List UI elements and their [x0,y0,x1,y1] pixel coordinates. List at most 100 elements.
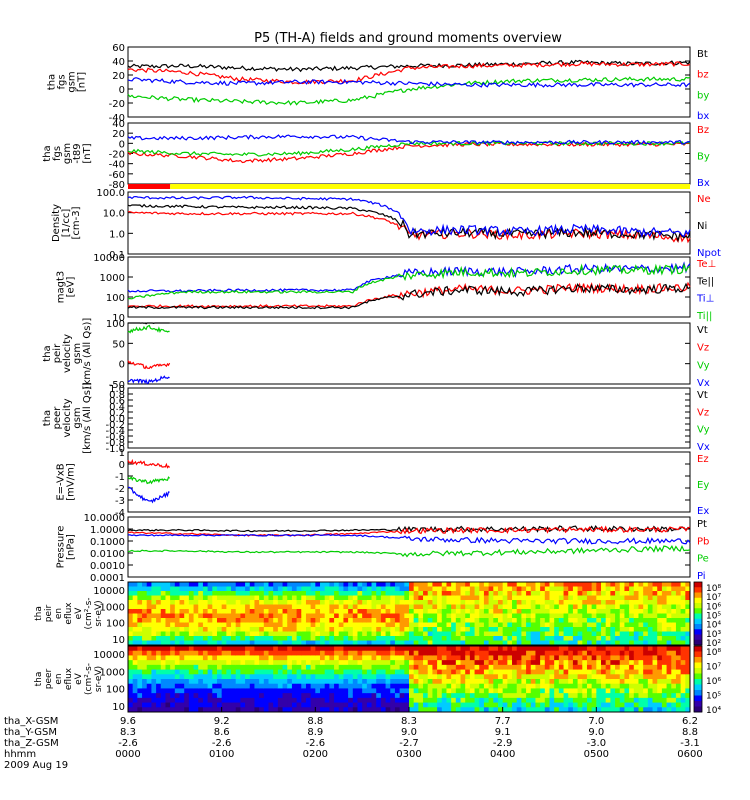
spectrogram-cell [615,707,621,713]
y-tick-label: 1000 [100,667,125,678]
spectrogram-cell [535,650,541,656]
spectrogram-cell [516,650,522,656]
spectrogram-cell [423,622,429,628]
spectrogram-cell [549,660,555,666]
spectrogram-cell [469,591,476,596]
spectrogram-cell [601,631,607,637]
spectrogram-cell [460,655,466,661]
spectrogram-cell [633,636,639,641]
spectrogram-cell [142,660,148,666]
spectrogram-cell [394,622,401,628]
series-Pi [128,533,691,545]
spectrogram-cell [563,707,569,713]
spectrogram-cell [521,697,527,704]
spectrogram-cell [268,622,274,628]
spectrogram-cell [231,582,237,587]
spectrogram-cell [268,595,274,601]
spectrogram-cell [371,604,377,610]
spectrogram-cell [165,693,171,699]
spectrogram-cell [610,679,616,685]
spectrogram-cell [404,618,410,623]
y-tick-label: 100 [106,319,125,330]
spectrogram-cell [530,655,536,661]
spectrogram-cell [240,591,246,596]
spectrogram-cell [385,683,391,689]
spectrogram-cell [301,660,307,666]
spectrogram-cell [137,582,143,587]
y-axis-label: velocity [62,398,73,437]
spectrogram-cell [437,636,443,641]
spectrogram-cell [624,674,630,680]
spectrogram-cell [619,707,625,713]
spectrogram-cell [362,604,368,610]
spectrogram-cell [170,595,176,601]
spectrogram-cell [652,613,658,619]
spectrogram-cell [245,595,251,601]
spectrogram-cell [348,664,354,671]
y-tick-label: 0.8 [109,390,125,401]
spectrogram-cell [544,622,550,628]
spectrogram-cell [675,664,682,671]
spectrogram-cell [390,618,396,623]
spectrogram-cell [647,622,654,628]
spectrogram-cell [586,636,593,641]
spectrogram-cell [188,622,195,628]
spectrogram-cell [380,604,387,610]
spectrogram-cell [460,660,466,666]
spectrogram-cell [385,655,391,661]
spectrogram-cell [427,646,433,652]
spectrogram-cell [142,646,148,652]
spectrogram-cell [156,636,162,641]
spectrogram-cell [268,627,274,632]
spectrogram-cell [151,631,157,637]
spectrogram-cell [156,640,162,646]
spectrogram-cell [596,683,602,689]
spectrogram-cell [282,582,288,587]
spectrogram-cell [624,679,630,685]
spectrogram-cell [554,627,560,632]
spectrogram-cell [582,622,588,628]
spectrogram-cell [427,702,433,708]
spectrogram-cell [493,604,499,610]
spectrogram-cell [493,613,499,619]
spectrogram-cell [512,679,518,685]
spectrogram-cell [282,595,288,601]
spectrogram-cell [671,646,677,652]
spectrogram-cell [202,595,209,601]
spectrogram-cell [675,688,682,694]
spectrogram-cell [432,613,438,619]
spectrogram-cell [685,697,691,704]
spectrogram-cell [671,669,677,675]
spectrogram-cell [287,683,293,689]
y-axis-label: velocity [62,334,73,373]
spectrogram-cell [156,650,162,656]
spectrogram-cell [451,679,457,685]
spectrogram-cell [324,650,330,656]
spectrogram-cell [231,650,237,656]
spectrogram-cell [544,595,550,601]
spectrogram-cell [174,650,181,656]
y-axis-label: peer [52,406,63,430]
spectrogram-cell [666,604,672,610]
spectrogram-cell [287,640,293,646]
spectrogram-cell [291,618,298,623]
spectrogram-cell [366,631,373,637]
spectrogram-cell [451,640,457,646]
spectrogram-cell [324,702,330,708]
spectrogram-cell [362,618,368,623]
spectrogram-cell [376,664,382,671]
spectrogram-cell [142,655,148,661]
spectrogram-cell [277,674,284,680]
legend-Vy: Vy [697,360,710,371]
spectrogram-cell [362,609,368,614]
spectrogram-cell [385,664,391,671]
spectrogram-cell [371,622,377,628]
spectrogram-cell [647,674,654,680]
spectrogram-cell [437,697,443,704]
spectrogram-cell [380,595,387,601]
y-tick-label: 0.0100 [90,549,125,560]
spectrogram-cell [661,693,668,699]
spectrogram-cell [142,669,148,675]
spectrogram-cell [568,600,574,605]
spectrogram-cell [380,609,387,614]
